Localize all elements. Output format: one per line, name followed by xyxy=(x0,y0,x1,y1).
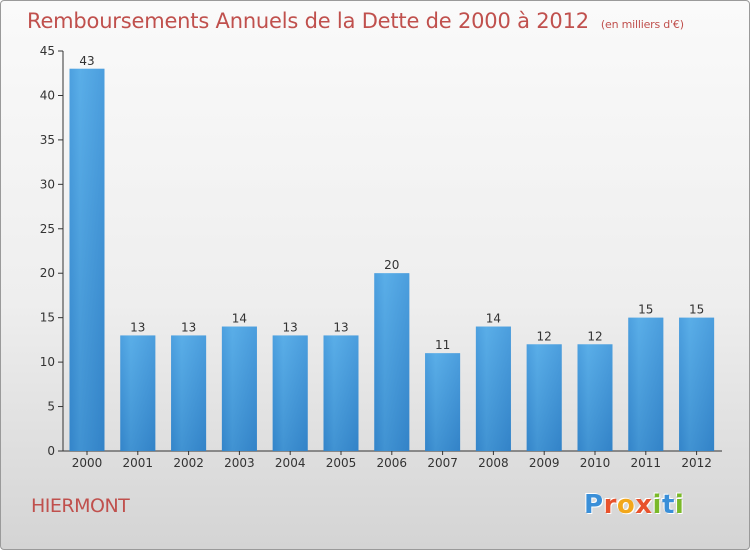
bar-shade xyxy=(171,335,207,451)
value-label: 14 xyxy=(232,312,247,326)
y-tick-label: 0 xyxy=(47,444,55,458)
value-label: 15 xyxy=(689,303,704,317)
value-label: 14 xyxy=(486,312,501,326)
town-name: HIERMONT xyxy=(31,495,130,517)
value-label: 13 xyxy=(130,320,145,334)
chart-title-unit: (en milliers d'€) xyxy=(600,18,684,31)
value-label: 13 xyxy=(181,320,196,334)
bar-shade xyxy=(526,344,562,451)
bar-shade xyxy=(374,273,410,451)
x-tick-label: 2001 xyxy=(123,456,154,470)
x-tick-label: 2005 xyxy=(326,456,357,470)
value-label: 13 xyxy=(283,320,298,334)
y-tick-label: 15 xyxy=(40,311,55,325)
y-tick-label: 45 xyxy=(40,44,55,58)
x-tick-label: 2010 xyxy=(580,456,611,470)
value-label: 11 xyxy=(435,338,450,352)
x-tick-label: 2006 xyxy=(377,456,408,470)
logo-letter: o xyxy=(616,490,636,520)
labels: 2000 43 2001 13 2002 13 2003 14 2004 13 2005 13 2006… xyxy=(72,54,712,470)
logo-letter: i xyxy=(652,490,662,520)
bar-shade xyxy=(69,68,105,452)
y-tick-label: 35 xyxy=(40,133,55,147)
y-tick-label: 10 xyxy=(40,355,55,369)
logo-letter: r xyxy=(603,490,617,520)
y-tick-label: 30 xyxy=(40,177,55,191)
value-label: 20 xyxy=(384,258,399,272)
x-tick-label: 2004 xyxy=(275,456,306,470)
axes: 0 5 10 15 20 25 30 35 40 45 xyxy=(40,44,722,458)
bar-shade xyxy=(120,335,156,451)
value-label: 13 xyxy=(333,320,348,334)
logo-letter: i xyxy=(674,490,685,520)
bar-shade xyxy=(475,326,511,451)
y-tick-label: 5 xyxy=(47,400,55,414)
x-tick-label: 2011 xyxy=(631,456,662,470)
y-tick-label: 40 xyxy=(40,88,55,102)
proxiti-logo: Proxiti xyxy=(584,490,684,520)
logo-letter: t xyxy=(661,490,675,520)
bars xyxy=(69,68,715,452)
bar-shade xyxy=(272,335,308,451)
chart-title-text: Remboursements Annuels de la Dette de 20… xyxy=(27,9,589,33)
x-tick-label: 2007 xyxy=(427,456,458,470)
value-label: 12 xyxy=(587,329,602,343)
x-tick-label: 2000 xyxy=(72,456,103,470)
value-label: 43 xyxy=(79,54,94,68)
y-tick-label: 25 xyxy=(40,222,55,236)
chart-title: Remboursements Annuels de la Dette de 20… xyxy=(27,9,684,33)
x-tick-label: 2012 xyxy=(681,456,712,470)
x-tick-label: 2009 xyxy=(529,456,560,470)
value-label: 15 xyxy=(638,303,653,317)
y-tick-label: 20 xyxy=(40,266,55,280)
bar-shade xyxy=(577,344,613,451)
x-tick-label: 2002 xyxy=(173,456,204,470)
bar-shade xyxy=(323,335,359,451)
x-tick-label: 2003 xyxy=(224,456,255,470)
bar-shade xyxy=(679,317,715,451)
logo-letter: P xyxy=(584,490,604,520)
bar-shade xyxy=(425,353,461,451)
bar-shade xyxy=(221,326,257,451)
value-label: 12 xyxy=(537,329,552,343)
logo-letter: x xyxy=(635,490,653,520)
x-tick-label: 2008 xyxy=(478,456,509,470)
bar-shade xyxy=(628,317,664,451)
